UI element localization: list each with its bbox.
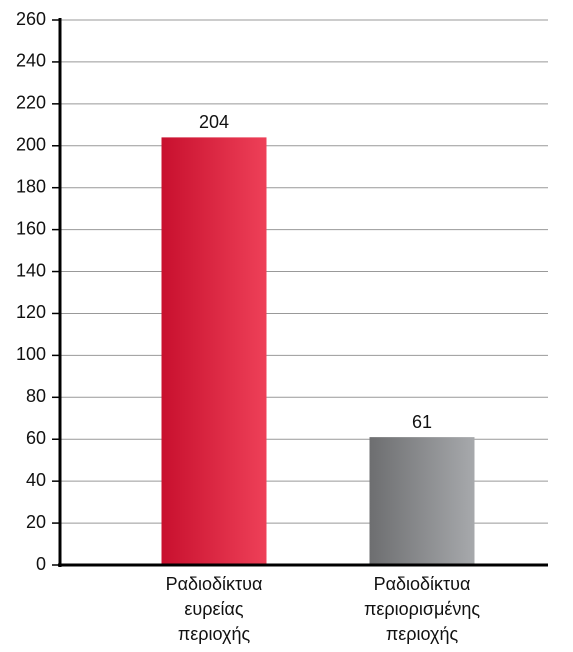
x-tick-label: Ραδιοδίκτυα ευρείας περιοχής	[166, 574, 263, 644]
y-tick-label: 40	[26, 470, 46, 490]
y-tick-label: 60	[26, 428, 46, 448]
y-tick-label: 20	[26, 512, 46, 532]
y-tick-label: 200	[16, 135, 46, 155]
y-tick-label: 240	[16, 51, 46, 71]
y-tick-label: 0	[36, 554, 46, 574]
bar	[161, 137, 267, 565]
y-tick-label: 80	[26, 386, 46, 406]
x-tick-label: Ραδιοδίκτυα περιορισμένης περιοχής	[364, 574, 480, 644]
y-tick-label: 160	[16, 218, 46, 238]
y-tick-label: 120	[16, 302, 46, 322]
y-tick-label: 100	[16, 344, 46, 364]
y-tick-label: 140	[16, 260, 46, 280]
value-label: 204	[199, 112, 229, 132]
bar	[369, 437, 475, 565]
y-tick-label: 220	[16, 93, 46, 113]
value-label: 61	[412, 412, 432, 432]
y-tick-label: 180	[16, 176, 46, 196]
y-tick-label: 260	[16, 9, 46, 29]
